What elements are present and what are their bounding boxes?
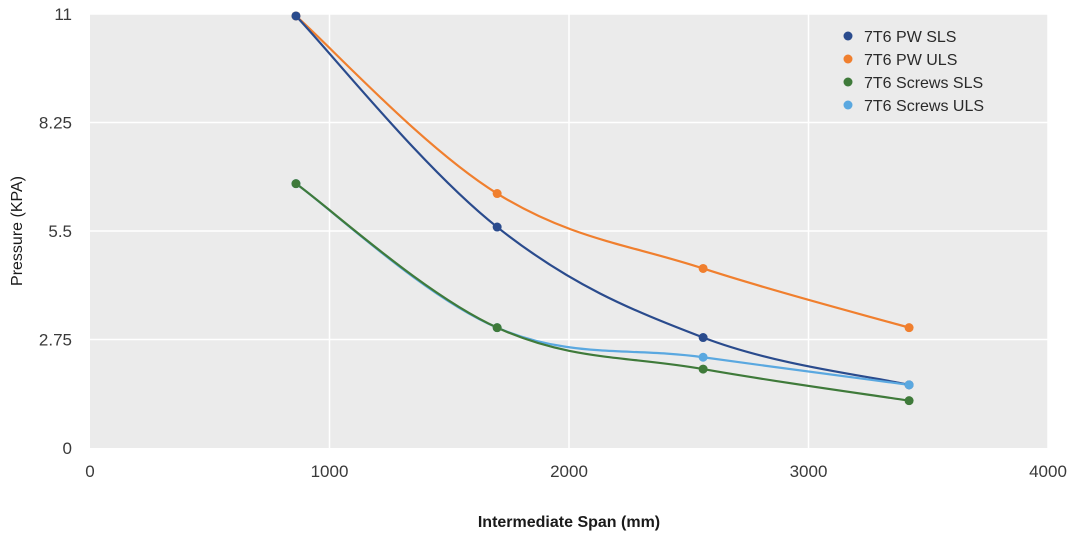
- x-tick-label: 4000: [1029, 462, 1067, 481]
- x-axis-label: Intermediate Span (mm): [478, 514, 660, 531]
- x-tick-label: 0: [85, 462, 94, 481]
- data-point-s0-1: [492, 222, 502, 232]
- data-point-s0-2: [698, 333, 708, 343]
- series-line-1: [295, 15, 910, 329]
- data-point-s2-1: [492, 323, 502, 333]
- data-point-s1-3: [904, 323, 914, 333]
- series-lines: [295, 15, 910, 402]
- x-axis-ticks: 0 1000 2000 3000 4000: [85, 462, 1067, 481]
- x-tick-label: 2000: [550, 462, 588, 481]
- data-point-s2-3: [904, 396, 914, 406]
- y-tick-label: 8.25: [39, 114, 72, 133]
- y-axis-label: Pressure (KPA): [9, 176, 26, 286]
- data-point-s3-3: [904, 380, 914, 390]
- data-point-s3-2: [698, 352, 708, 362]
- y-tick-label: 5.5: [48, 222, 72, 241]
- x-tick-label: 1000: [311, 462, 349, 481]
- series-points: [291, 11, 914, 406]
- data-point-s1-1: [492, 189, 502, 199]
- x-tick-label: 3000: [790, 462, 828, 481]
- legend-marker-0: [843, 31, 853, 41]
- data-point-s1-2: [698, 263, 708, 273]
- y-tick-label: 11: [54, 5, 72, 24]
- y-tick-label: 0: [63, 439, 72, 458]
- y-axis-ticks: 0 2.75 5.5 8.25 11: [39, 5, 72, 458]
- gridlines: [90, 13, 1049, 448]
- legend-label-3: 7T6 Screws ULS: [864, 98, 984, 115]
- legend-label-0: 7T6 PW SLS: [864, 29, 956, 46]
- legend-marker-1: [843, 54, 853, 64]
- data-point-s2-2: [698, 364, 708, 374]
- data-point-s2-0: [291, 179, 301, 189]
- legend-marker-2: [843, 77, 853, 87]
- series-line-2: [295, 182, 910, 402]
- series-line-0: [295, 15, 910, 386]
- legend-marker-3: [843, 100, 853, 110]
- legend-label-2: 7T6 Screws SLS: [864, 75, 983, 92]
- legend-label-1: 7T6 PW ULS: [864, 52, 957, 69]
- y-tick-label: 2.75: [39, 331, 72, 350]
- data-point-s0-0: [291, 11, 301, 21]
- legend: 7T6 PW SLS 7T6 PW ULS 7T6 Screws SLS 7T6 Sc…: [843, 29, 984, 115]
